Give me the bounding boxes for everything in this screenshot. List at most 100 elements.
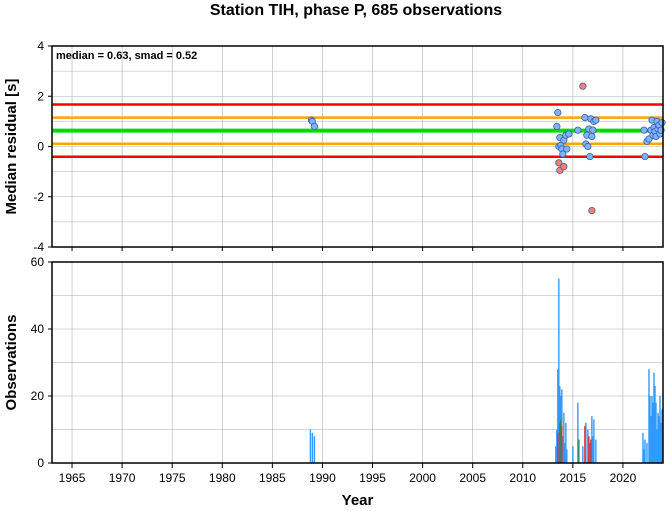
- observation-bar: [588, 436, 590, 463]
- observation-bar: [644, 439, 646, 463]
- y-tick-label: 20: [31, 389, 45, 403]
- residual-point: [310, 122, 319, 131]
- observation-bar: [655, 402, 657, 463]
- observation-bar: [572, 446, 574, 463]
- observation-bar: [650, 416, 652, 463]
- observations-panel: 1965 1970 1975 1980 1985 1990 1995 2000 2005 2010…: [3, 255, 664, 509]
- residual-point: [559, 150, 567, 158]
- x-tick-label: 1975: [159, 471, 186, 485]
- observation-bar: [656, 429, 658, 463]
- observation-bar: [648, 369, 650, 463]
- observation-bar: [560, 419, 562, 463]
- observation-bar: [558, 278, 560, 463]
- observation-bar: [564, 442, 566, 463]
- observation-bar: [649, 396, 651, 463]
- residual-points: [307, 82, 666, 215]
- observation-bar: [566, 449, 568, 463]
- x-tick-label: 1995: [359, 471, 386, 485]
- observation-bar: [652, 402, 654, 463]
- residual-point: [588, 206, 596, 215]
- residual-point: [640, 126, 648, 134]
- residual-point: [554, 108, 562, 117]
- observation-bar: [659, 396, 661, 463]
- observation-bar: [584, 426, 586, 463]
- observation-bar: [642, 432, 644, 463]
- y-tick-label: 60: [31, 255, 45, 269]
- residual-point: [574, 126, 582, 134]
- residual-point: [560, 163, 568, 171]
- residual-point: [555, 159, 563, 167]
- observation-bar: [309, 429, 312, 463]
- observation-bar: [595, 439, 597, 463]
- x-tick-label: 1985: [259, 471, 286, 485]
- observations-frame: [51, 261, 664, 464]
- observations-grid: [52, 261, 663, 464]
- observation-bar: [660, 422, 662, 463]
- residual-point: [584, 142, 592, 151]
- residual-point: [589, 126, 597, 134]
- observation-bar: [646, 442, 648, 463]
- observation-bar: [585, 422, 587, 463]
- residual-point: [581, 114, 589, 122]
- residual-point: [658, 119, 666, 127]
- residual-point: [579, 82, 587, 90]
- observation-bar: [591, 416, 593, 463]
- x-tick-label: 2000: [409, 471, 436, 485]
- residual-point: [565, 130, 573, 138]
- observation-bar: [589, 442, 591, 463]
- observation-bar: [565, 422, 567, 463]
- x-tick-label: 1965: [59, 471, 86, 485]
- chart-title: Station TIH, phase P, 685 observations: [210, 2, 502, 19]
- y-tick-label: 0: [37, 456, 44, 470]
- x-tick-label: 1990: [309, 471, 336, 485]
- observation-bar: [590, 439, 592, 463]
- residual-point: [553, 122, 561, 131]
- observation-bar: [592, 436, 594, 463]
- residual-y-axis-label: Median residual [s]: [3, 79, 20, 215]
- x-tick-label: 2005: [459, 471, 486, 485]
- observation-bar: [561, 426, 563, 463]
- observation-bar: [653, 372, 655, 463]
- observation-bar: [559, 422, 561, 463]
- y-tick-label: 40: [31, 322, 45, 336]
- residual-point: [563, 145, 571, 153]
- observation-bar: [577, 402, 579, 463]
- observation-bar: [593, 419, 595, 463]
- observation-bar: [562, 436, 564, 463]
- residual-point: [588, 132, 596, 141]
- observation-bar: [582, 446, 584, 463]
- x-axis-label: Year: [342, 492, 374, 509]
- reference-lines: [52, 103, 663, 159]
- observation-bar: [587, 429, 589, 463]
- observation-bar: [563, 412, 565, 463]
- x-tick-label: 1970: [109, 471, 136, 485]
- residual-point: [586, 152, 594, 161]
- x-tick-label: 1980: [209, 471, 236, 485]
- residual-grid: [52, 45, 663, 248]
- observation-bar: [313, 436, 316, 463]
- y-tick-label: -2: [33, 190, 44, 204]
- observation-bar: [651, 396, 653, 463]
- y-tick-label: 4: [37, 39, 44, 53]
- residual-point: [592, 116, 600, 124]
- residual-panel: -4 -2 0 2 4 median = 0.63, smad = 0.52 Media…: [3, 39, 666, 254]
- stats-annotation: median = 0.63, smad = 0.52: [56, 50, 197, 62]
- observation-bar: [657, 412, 659, 463]
- observation-bar: [311, 432, 314, 463]
- observation-bar: [658, 416, 660, 463]
- observation-bars: [309, 278, 663, 463]
- x-tick-label: 2015: [560, 471, 587, 485]
- x-tick-label: 2020: [610, 471, 637, 485]
- residual-point: [641, 152, 649, 161]
- y-tick-label: -4: [33, 240, 44, 254]
- observation-bar: [555, 446, 557, 463]
- observation-bar: [557, 432, 559, 463]
- observations-y-axis-label: Observations: [3, 315, 20, 411]
- residual-ticks: -4 -2 0 2 4: [33, 39, 624, 254]
- observation-bar: [556, 429, 558, 463]
- y-tick-label: 2: [37, 89, 44, 103]
- observation-bar: [654, 385, 656, 463]
- observation-bar: [578, 439, 580, 463]
- y-tick-label: 0: [37, 140, 44, 154]
